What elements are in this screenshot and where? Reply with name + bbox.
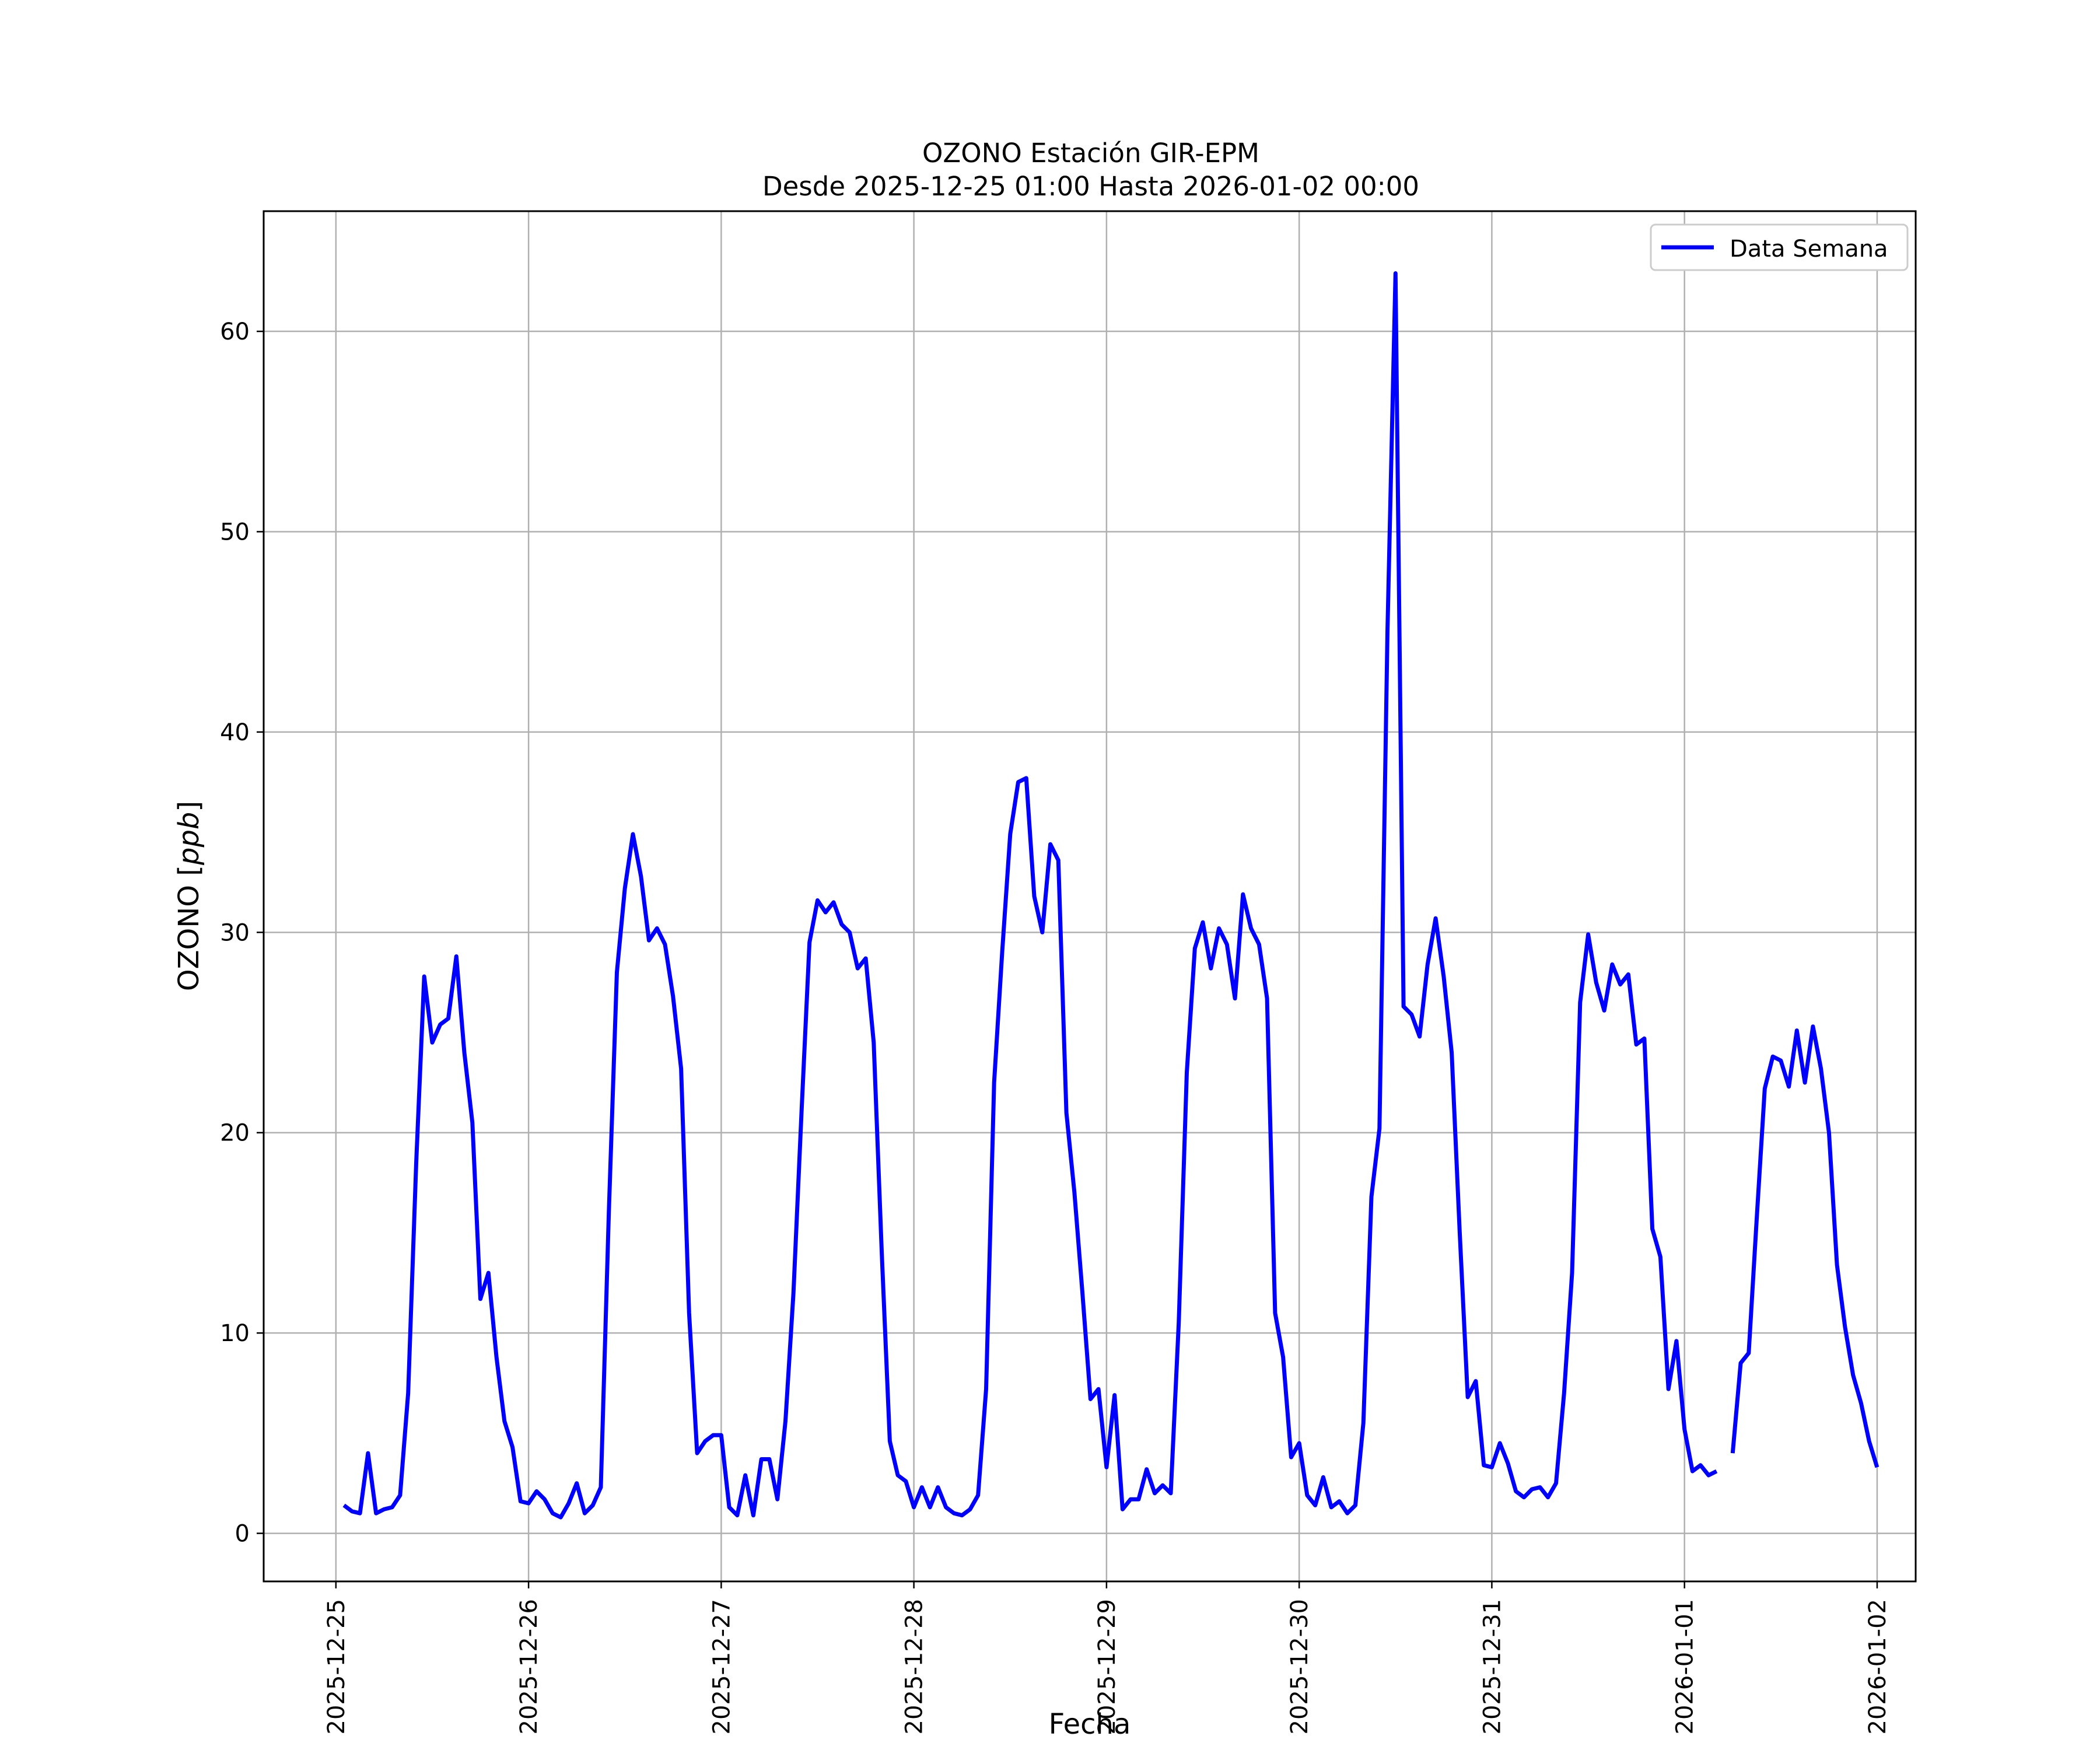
x-tick-label: 2025-12-26	[516, 1599, 542, 1734]
y-tick-label: 60	[220, 318, 250, 345]
chart-title: OZONO Estación GIR-EPM	[922, 138, 1259, 169]
x-tick-labels: 2025-12-25 2025-12-26 2025-12-27 2025-12-28…	[323, 1599, 1891, 1734]
x-tick-label: 2025-12-31	[1479, 1599, 1506, 1734]
x-tick-label: 2025-12-27	[708, 1599, 735, 1734]
x-tick-label: 2025-12-25	[323, 1599, 350, 1734]
series-line-segment	[342, 271, 1718, 1520]
legend: Data Semana	[1650, 223, 1909, 271]
series-line-segment	[1730, 1024, 1880, 1468]
y-axis-label-close: ]	[173, 801, 205, 812]
x-tick-label: 2026-01-02	[1864, 1599, 1891, 1734]
series-lines	[342, 271, 1880, 1520]
legend-label: Data Semana	[1730, 236, 1888, 262]
legend-box	[1650, 223, 1909, 271]
y-axis-label: OZONO [ppb]	[173, 801, 205, 991]
axis-ticks	[257, 330, 1878, 1588]
y-tick-labels: 0 10 20 30 40 50 60	[220, 318, 250, 1548]
x-tick-label: 2025-12-28	[901, 1599, 928, 1734]
x-tick-label: 2026-01-01	[1672, 1599, 1699, 1734]
y-tick-label: 10	[220, 1320, 250, 1347]
y-tick-label: 30	[220, 919, 250, 946]
plot-frame	[262, 210, 1917, 1583]
chart-subtitle: Desde 2025-12-25 01:00 Hasta 2026-01-02 …	[762, 171, 1419, 202]
y-tick-label: 40	[220, 719, 250, 746]
grid-lines	[264, 211, 1916, 1581]
y-axis-label-unit: ppb	[173, 812, 205, 866]
y-axis-label-main: OZONO [	[173, 865, 205, 991]
y-tick-label: 20	[220, 1120, 250, 1147]
x-tick-label: 2025-12-29	[1094, 1599, 1121, 1734]
x-axis-label: Fecha	[1049, 1708, 1131, 1741]
y-tick-label: 0	[235, 1521, 250, 1548]
y-tick-label: 50	[220, 519, 250, 545]
x-tick-label: 2025-12-30	[1286, 1599, 1313, 1734]
